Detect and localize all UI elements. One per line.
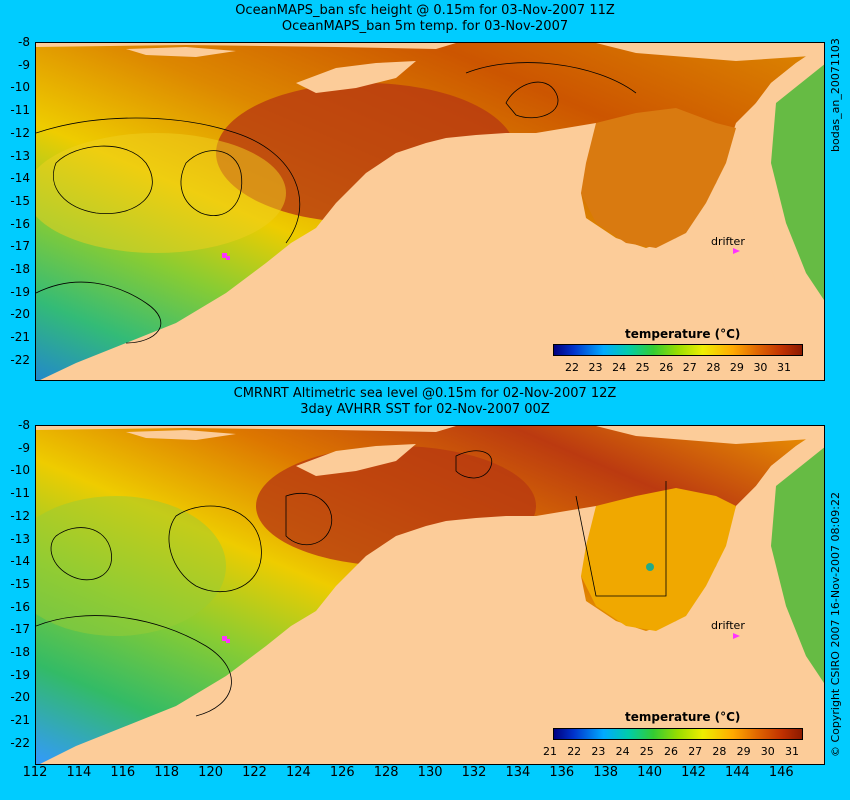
bottom-map-panel: [35, 425, 825, 765]
lon-tick: 112: [22, 765, 48, 780]
lon-tick: 122: [242, 765, 267, 780]
top-lat-tick: -12: [10, 125, 30, 140]
colorbar-tick: 26: [664, 745, 678, 758]
bottom-lat-tick: -10: [10, 463, 30, 478]
top-lat-tick: -19: [10, 284, 30, 299]
lon-tick: 128: [373, 765, 399, 780]
top-map-panel: [35, 42, 825, 381]
lon-tick: 120: [198, 765, 223, 780]
top-map-field: [36, 43, 824, 380]
colorbar-tick: 28: [706, 361, 721, 374]
colorbar-tick: 23: [591, 745, 606, 758]
bottom-australia-land: [40, 427, 824, 764]
top-drifter-markers: [222, 248, 740, 260]
bottom-title-line1: CMRNRT Altimetric sea level @0.15m for 0…: [233, 386, 617, 401]
top-lat-tick: -9: [18, 57, 30, 72]
top-lat-tick: -18: [10, 262, 30, 276]
colorbar-tick: 24: [612, 361, 627, 374]
lon-tick: 124: [285, 765, 311, 780]
bottom-lat-tick: -8: [18, 418, 30, 432]
lon-tick: 146: [768, 765, 794, 780]
colorbar-tick: 27: [688, 745, 703, 758]
lon-tick: 138: [593, 765, 619, 780]
lon-tick: 130: [417, 765, 443, 780]
lon-tick: 114: [66, 765, 92, 780]
bottom-drifter-markers: [222, 633, 740, 643]
colorbar-tick: 22: [565, 361, 579, 374]
bottom-lat-tick: -19: [10, 667, 30, 682]
bottom-lat-tick: -20: [10, 690, 30, 705]
lon-tick: 126: [329, 765, 355, 780]
bottom-lat-tick: -22: [10, 735, 30, 750]
bottom-map-field: [36, 426, 824, 764]
lon-tick: 134: [505, 765, 531, 780]
bottom-lat-tick: -16: [10, 599, 30, 614]
colorbar-tick: 25: [635, 361, 650, 374]
colorbar-tick: 29: [729, 361, 744, 374]
top-colorbar: [553, 344, 803, 356]
bottom-lat-tick: -14: [10, 554, 30, 569]
colorbar-tick: 31: [785, 745, 799, 758]
top-gulf-of-carpentaria: [581, 108, 736, 248]
top-lat-tick: -17: [10, 239, 30, 254]
top-lat-tick: -10: [10, 80, 30, 95]
colorbar-tick: 30: [753, 361, 768, 374]
bottom-lat-tick: -9: [18, 440, 30, 455]
lon-tick: 140: [637, 765, 662, 780]
bottom-side-label: © Copyright CSIRO 2007 16-Nov-2007 08:09…: [829, 492, 842, 757]
bottom-lat-tick: -13: [10, 531, 30, 546]
top-sea-level-contours: [36, 62, 637, 344]
top-title-line2: OceanMAPS_ban 5m temp. for 03-Nov-2007: [281, 19, 569, 34]
lon-tick: 142: [681, 765, 706, 780]
colorbar-tick: 30: [760, 745, 775, 758]
colorbar-tick: 29: [736, 745, 751, 758]
top-lat-tick: -15: [10, 193, 30, 208]
top-colorbar-title: temperature (°C): [625, 327, 741, 341]
colorbar-tick: 24: [615, 745, 630, 758]
top-lat-tick: -20: [10, 307, 30, 322]
top-lat-tick: -8: [18, 35, 30, 49]
top-timor-island: [296, 61, 416, 93]
top-australia-land: [40, 44, 824, 380]
bottom-lat-tick: -12: [10, 508, 30, 523]
bottom-lat-tick: -15: [10, 576, 30, 591]
lon-tick: 144: [724, 765, 750, 780]
top-lat-tick: -21: [10, 330, 30, 345]
bottom-colorbar-title: temperature (°C): [625, 710, 741, 724]
lon-tick: 136: [549, 765, 575, 780]
top-side-label: bodas_an_20071103: [829, 38, 842, 152]
bottom-sea-level-contours: [36, 450, 667, 717]
top-drifter-label: drifter: [711, 235, 745, 248]
top-lat-tick: -16: [10, 216, 30, 231]
colorbar-tick: 22: [567, 745, 582, 758]
colorbar-tick: 28: [712, 745, 727, 758]
bottom-lat-tick: -18: [10, 645, 30, 659]
lon-tick: 132: [461, 765, 487, 780]
lon-tick: 118: [154, 765, 180, 780]
colorbar-tick: 26: [659, 361, 674, 374]
bottom-lat-tick: -21: [10, 713, 30, 728]
colorbar-tick: 23: [588, 361, 603, 374]
lon-tick: 116: [110, 765, 136, 780]
bottom-title-line2: 3day AVHRR SST for 02-Nov-2007 00Z: [300, 402, 550, 417]
colorbar-tick: 31: [777, 361, 791, 374]
bottom-drifter-label: drifter: [711, 619, 745, 632]
top-lat-tick: -11: [10, 103, 30, 118]
top-lat-tick: -13: [10, 148, 30, 163]
top-lat-tick: -14: [10, 171, 30, 186]
bottom-gulf-of-carpentaria: [581, 488, 736, 631]
top-title-line1: OceanMAPS_ban sfc height @ 0.15m for 03-…: [235, 3, 615, 18]
top-lat-tick: -22: [10, 352, 30, 367]
colorbar-tick: 27: [682, 361, 697, 374]
bottom-lat-tick: -11: [10, 486, 30, 501]
bottom-lat-tick: -17: [10, 622, 30, 637]
colorbar-tick: 25: [639, 745, 654, 758]
bottom-colorbar: [553, 728, 803, 740]
colorbar-tick: 21: [543, 745, 557, 758]
